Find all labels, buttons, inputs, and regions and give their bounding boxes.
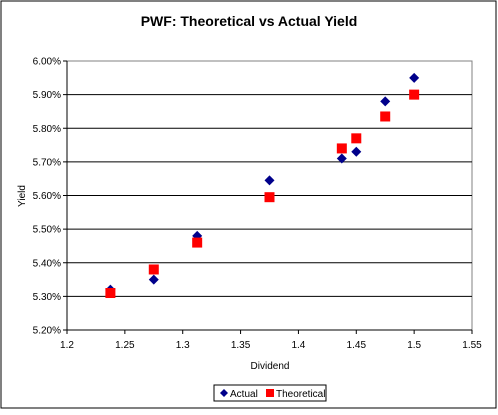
x-axis-label: Dividend: [251, 361, 290, 372]
x-tick-label: 1.45: [347, 340, 367, 351]
theoretical-point: [351, 133, 362, 144]
actual-point: [148, 274, 159, 285]
x-tick-label: 1.4: [291, 340, 305, 351]
theoretical-point: [336, 143, 347, 154]
legend-actual-marker: [220, 389, 228, 397]
y-tick-label: 5.90%: [33, 90, 61, 101]
y-tick-label: 6.00%: [33, 57, 61, 68]
legend-actual-label: Actual: [230, 389, 258, 400]
y-tick-label: 5.20%: [33, 326, 61, 337]
x-tick-label: 1.55: [462, 340, 482, 351]
theoretical-point: [264, 192, 275, 203]
theoretical-point: [148, 264, 159, 275]
theoretical-point: [192, 237, 203, 248]
theoretical-point: [380, 111, 391, 122]
actual-point: [351, 146, 362, 157]
y-axis-label: Yield: [17, 185, 28, 207]
y-tick-label: 5.50%: [33, 225, 61, 236]
y-tick-label: 5.30%: [33, 292, 61, 303]
x-tick-label: 1.3: [176, 340, 190, 351]
y-tick-label: 5.80%: [33, 124, 61, 135]
theoretical-point: [409, 89, 420, 100]
legend: Actual Theoretical: [213, 384, 327, 402]
x-tick-label: 1.25: [115, 340, 135, 351]
y-tick-label: 5.70%: [33, 157, 61, 168]
x-tick-label: 1.5: [407, 340, 421, 351]
theoretical-point: [105, 288, 116, 299]
y-tick-label: 5.40%: [33, 258, 61, 269]
actual-point: [409, 72, 420, 83]
actual-point: [380, 96, 391, 107]
gridlines: [67, 94, 472, 297]
x-axis-ticks: 1.2 1.25 1.3 1.35 1.4 1.45 1.5 1.55: [60, 329, 482, 351]
legend-theoretical-label: Theoretical: [276, 389, 325, 400]
legend-theoretical-marker: [266, 389, 274, 397]
actual-point: [336, 153, 347, 164]
data-points: [105, 72, 420, 299]
x-tick-label: 1.2: [60, 340, 74, 351]
chart-title: PWF: Theoretical vs Actual Yield: [141, 13, 358, 29]
y-axis-ticks: 5.20% 5.30% 5.40% 5.50% 5.60% 5.70% 5.80% 5.90%…: [33, 57, 68, 337]
x-tick-label: 1.35: [231, 340, 251, 351]
actual-point: [264, 175, 275, 186]
y-tick-label: 5.60%: [33, 191, 61, 202]
